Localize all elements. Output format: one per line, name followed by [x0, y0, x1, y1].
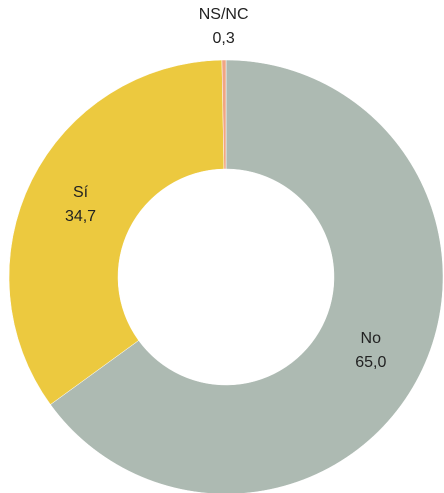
- value-label: 34,7: [65, 208, 96, 225]
- value-label: 65,0: [355, 354, 386, 371]
- segment-label: Sí: [73, 184, 89, 201]
- donut-segment: [50, 59, 444, 493]
- segment-label: No: [361, 330, 382, 347]
- donut-segment: [221, 59, 227, 170]
- value-label: 0,3: [213, 30, 235, 47]
- segment-label: NS/NC: [199, 6, 249, 23]
- donut-segment: [8, 59, 225, 405]
